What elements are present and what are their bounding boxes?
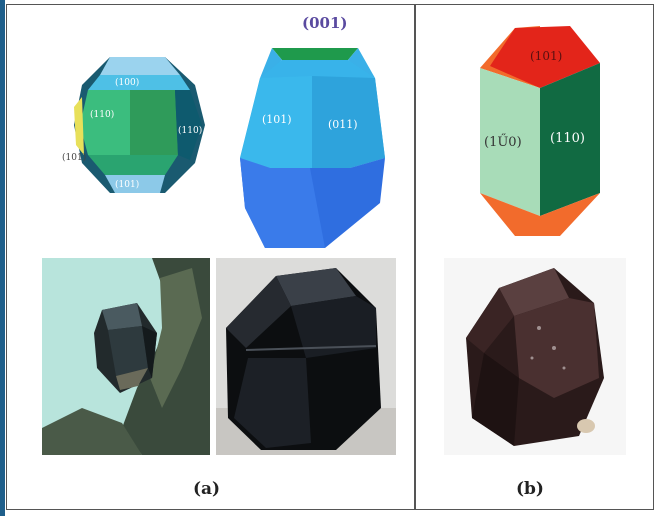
crystal-model-a-left: (100) (110) (110) (101) (101) <box>60 45 220 205</box>
face-label-a-left-2: (110) <box>178 125 202 136</box>
face-label-011: (011) <box>328 118 358 131</box>
crystal-model-a-right: (001) (101) (011) <box>230 8 410 253</box>
face-label-101: (101) <box>262 113 292 126</box>
crystal-photo-a-left <box>42 258 210 455</box>
face-label-b-top: (101) <box>530 49 562 63</box>
panel-divider <box>414 4 416 510</box>
face-label-001: (001) <box>302 14 348 32</box>
crystal-photo-a-right <box>216 258 396 455</box>
face-label-a-left-1: (110) <box>90 109 114 120</box>
face-label-a-left-4: (101) <box>115 179 139 190</box>
crystal-photo-b <box>444 258 626 455</box>
left-edge-stripe <box>0 0 5 516</box>
crystal-model-b: (101) (1Ű0) (110) <box>470 18 610 243</box>
face-label-a-left-3: (101) <box>62 152 86 163</box>
face-label-b-right: (110) <box>550 131 585 146</box>
caption-a: (a) <box>193 479 221 499</box>
face-label-a-left-0: (100) <box>115 77 139 88</box>
face-label-b-left: (1Ű0) <box>484 134 522 150</box>
caption-b: (b) <box>516 479 544 499</box>
